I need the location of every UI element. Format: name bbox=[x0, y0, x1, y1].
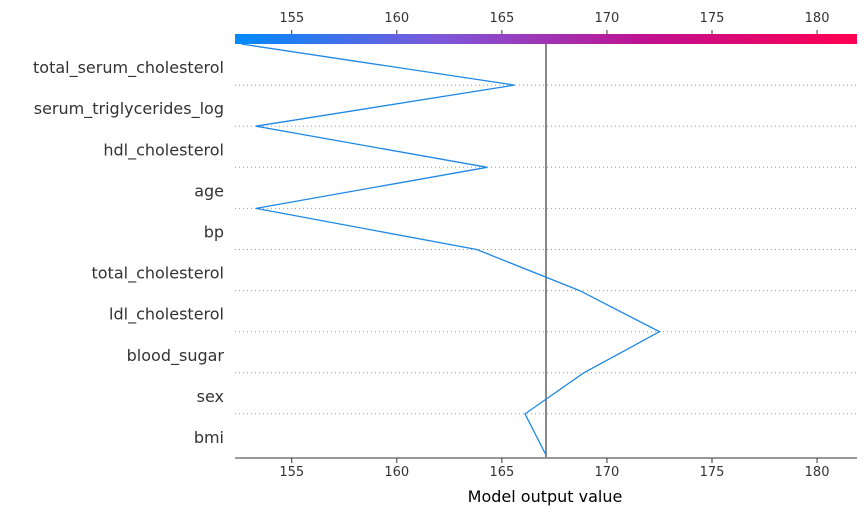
feature-label-total-serum-cholesterol: total_serum_cholesterol bbox=[33, 58, 224, 78]
bottom-tick-label: 180 bbox=[805, 465, 830, 480]
decision-path-line bbox=[241, 43, 661, 456]
bottom-tick-label: 170 bbox=[595, 465, 620, 480]
feature-label-ldl-cholesterol: ldl_cholesterol bbox=[109, 305, 224, 325]
top-tick-label: 175 bbox=[700, 11, 725, 26]
top-tick-label: 165 bbox=[489, 11, 514, 26]
feature-label-hdl-cholesterol: hdl_cholesterol bbox=[103, 140, 224, 160]
feature-label-age: age bbox=[194, 181, 224, 200]
decision-path-group bbox=[241, 43, 661, 456]
top-tick-label: 155 bbox=[279, 11, 304, 26]
bottom-tick-label: 175 bbox=[700, 465, 725, 480]
feature-label-serum-triglycerides-log: serum_triglycerides_log bbox=[34, 99, 224, 119]
top-tick-label: 170 bbox=[595, 11, 620, 26]
x-axis: 155 155 160 160 165 165 170 170 175 175 180 180 bbox=[235, 11, 857, 480]
x-axis-title: Model output value bbox=[468, 487, 623, 506]
feature-label-total-cholesterol: total_cholesterol bbox=[91, 264, 224, 284]
colorbar-strip bbox=[235, 34, 857, 44]
top-tick-label: 160 bbox=[384, 11, 409, 26]
feature-label-bmi: bmi bbox=[194, 428, 224, 447]
feature-labels: total_serum_cholesterol serum_triglycerid… bbox=[33, 58, 224, 447]
bottom-tick-label: 160 bbox=[384, 465, 409, 480]
feature-label-sex: sex bbox=[197, 387, 224, 406]
feature-label-blood-sugar: blood_sugar bbox=[127, 346, 225, 366]
top-tick-label: 180 bbox=[805, 11, 830, 26]
bottom-tick-label: 165 bbox=[489, 465, 514, 480]
bottom-tick-label: 155 bbox=[279, 465, 304, 480]
feature-label-bp: bp bbox=[204, 223, 224, 242]
colorbar bbox=[235, 34, 857, 44]
